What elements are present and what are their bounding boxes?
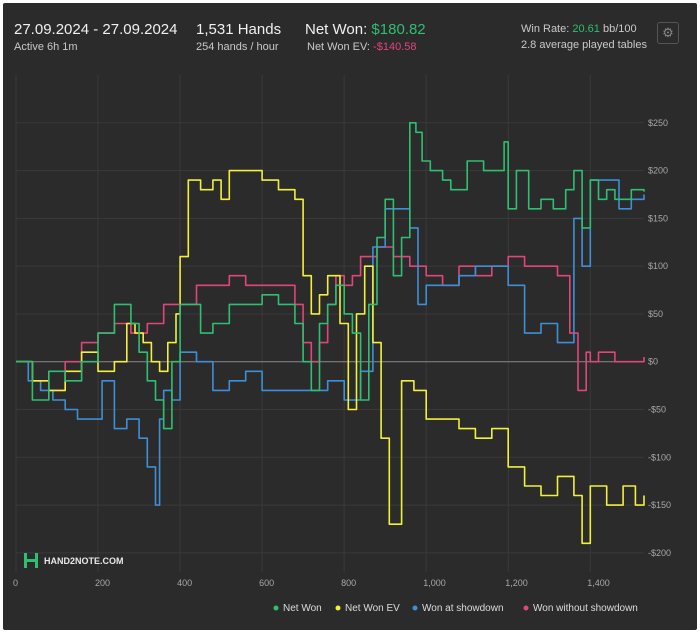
y-tick-label: $50 [648, 309, 663, 319]
legend-dot [412, 605, 418, 611]
win-rate-value: 20.61 [572, 23, 600, 35]
legend: Net Won Net Won EV Won at showdown Won with… [273, 603, 638, 614]
gear-icon[interactable]: ⚙ [657, 22, 679, 44]
date-range: 27.09.2024 - 27.09.2024 [14, 21, 178, 38]
hands-count: 1,531 Hands [196, 21, 282, 38]
x-tick-label: 400 [177, 578, 192, 588]
y-tick-label: $250 [648, 118, 668, 128]
logo-bar-mid [27, 559, 35, 562]
series-line-won-at-showdown [16, 179, 645, 506]
y-tick-label: -$100 [648, 452, 671, 462]
win-rate: Win Rate: 20.61 bb/100 [521, 23, 637, 35]
average-tables: 2.8 average played tables [521, 39, 647, 51]
net-won: Net Won: $180.82 [305, 21, 426, 38]
logo-bar-right [35, 553, 38, 568]
net-won-ev-label: Net Won EV: [307, 41, 370, 53]
series-line-net-won-ev [16, 169, 645, 545]
series-lines [16, 122, 645, 545]
legend-dot [273, 605, 279, 611]
logo: HAND2NOTE.COM [24, 553, 124, 568]
x-tick-label: 600 [259, 578, 274, 588]
y-tick-label: $100 [648, 261, 668, 271]
y-tick-label: $150 [648, 213, 668, 223]
x-tick-label: 1,400 [587, 578, 610, 588]
axis-ticks: 0 200 400 600 800 1,000 1,200 1,400 $250 $200 $150… [13, 118, 671, 588]
x-tick-label: 200 [95, 578, 110, 588]
logo-bar-left [24, 553, 27, 568]
series-line-won-without-showdown [16, 246, 645, 392]
y-tick-label: -$200 [648, 548, 671, 558]
legend-dot [523, 605, 529, 611]
net-won-ev-value: -$140.58 [373, 41, 417, 53]
net-won-ev: Net Won EV: -$140.58 [307, 41, 416, 53]
x-tick-label: 1,200 [505, 578, 528, 588]
x-tick-label: 1,000 [423, 578, 446, 588]
active-time: Active 6h 1m [14, 41, 78, 53]
win-rate-label: Win Rate: [521, 23, 570, 35]
y-tick-label: $0 [648, 357, 658, 367]
net-won-label: Net Won: [305, 21, 368, 38]
legend-item[interactable]: Net Won [283, 603, 322, 614]
x-tick-label: 800 [341, 578, 356, 588]
legend-item[interactable]: Won at showdown [422, 603, 504, 614]
y-tick-label: $200 [648, 166, 668, 176]
y-tick-label: -$150 [648, 500, 671, 510]
logo-text: HAND2NOTE.COM [44, 556, 124, 566]
win-rate-unit: bb/100 [602, 23, 637, 35]
legend-dot [335, 605, 341, 611]
series-line-net-won [16, 122, 645, 430]
legend-item[interactable]: Won without showdown [533, 603, 638, 614]
legend-item[interactable]: Net Won EV [345, 603, 400, 614]
x-tick-label: 0 [13, 578, 18, 588]
net-won-value: $180.82 [371, 21, 426, 38]
y-tick-label: -$50 [648, 405, 666, 415]
hands-per-hour: 254 hands / hour [196, 41, 279, 53]
